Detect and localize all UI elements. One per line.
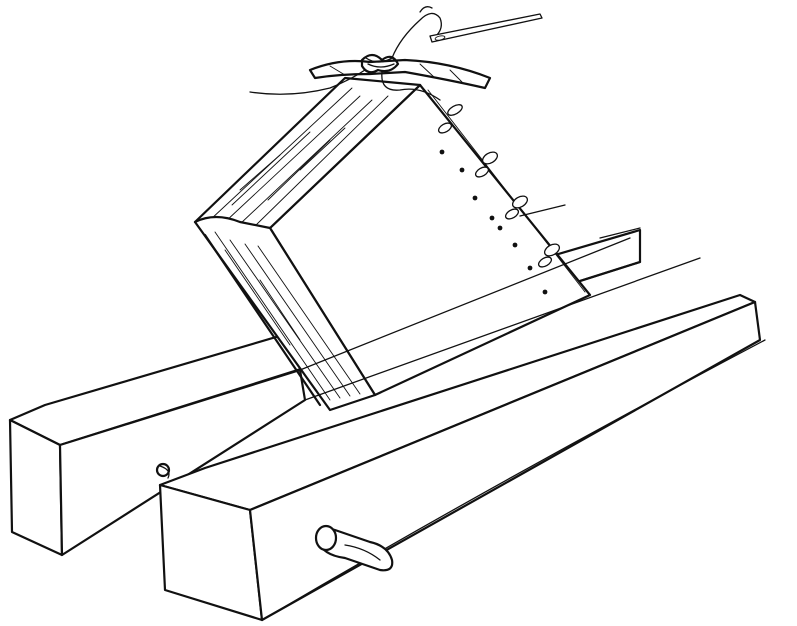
top-stitching xyxy=(249,6,543,101)
side-handle-icon xyxy=(314,524,394,572)
needle-icon xyxy=(429,13,543,43)
sewing-loops xyxy=(437,104,561,268)
front-beam xyxy=(158,293,766,622)
guide-rods xyxy=(299,204,701,401)
spindle-knob-icon xyxy=(155,462,171,479)
book-block xyxy=(193,76,592,412)
